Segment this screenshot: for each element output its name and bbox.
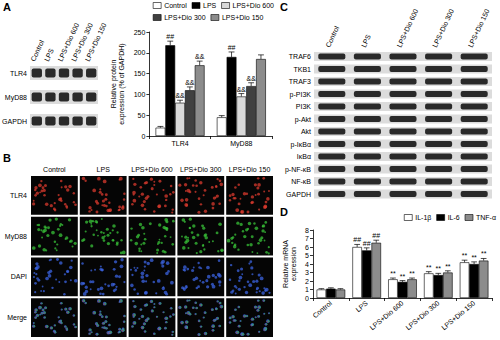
svg-text:3: 3 bbox=[305, 269, 309, 276]
svg-text:4: 4 bbox=[305, 261, 309, 268]
svg-text:**: ** bbox=[445, 263, 451, 270]
html-text:A: A bbox=[3, 1, 11, 13]
svg-text:Control: Control bbox=[43, 166, 66, 173]
svg-text:TRAF6: TRAF6 bbox=[289, 53, 311, 60]
svg-text:expression: expression bbox=[290, 247, 298, 281]
svg-text:LPS+Dio 600: LPS+Dio 600 bbox=[131, 166, 173, 173]
svg-text:LPS+Dio 600: LPS+Dio 600 bbox=[56, 21, 81, 63]
svg-text:PI3K: PI3K bbox=[296, 103, 312, 110]
svg-text:7: 7 bbox=[305, 235, 309, 242]
svg-text:LPS+Dio 150: LPS+Dio 150 bbox=[467, 8, 491, 49]
svg-text:LPS+Dio 300: LPS+Dio 300 bbox=[180, 166, 222, 173]
svg-text:LPS+Dio 300: LPS+Dio 300 bbox=[164, 14, 206, 21]
svg-text:**: ** bbox=[481, 250, 487, 257]
svg-text:&&: && bbox=[246, 75, 256, 82]
svg-text:0: 0 bbox=[141, 133, 145, 140]
svg-text:LPS: LPS bbox=[97, 166, 111, 173]
svg-text:**: ** bbox=[400, 273, 406, 280]
svg-text:TKB1: TKB1 bbox=[293, 66, 311, 73]
svg-text:LPS+Dio 600: LPS+Dio 600 bbox=[396, 8, 420, 49]
html-text:B: B bbox=[3, 152, 11, 164]
svg-text:&&: && bbox=[237, 86, 247, 93]
svg-text:LPS+Dio 600: LPS+Dio 600 bbox=[368, 299, 404, 331]
svg-text:**: ** bbox=[390, 270, 396, 277]
svg-text:expression (% of GAPDH): expression (% of GAPDH) bbox=[118, 43, 126, 124]
svg-text:LPS+Dio 150: LPS+Dio 150 bbox=[229, 166, 271, 173]
svg-text:&&: && bbox=[185, 79, 195, 86]
svg-text:LPS+Dio 600: LPS+Dio 600 bbox=[233, 2, 275, 9]
svg-text:##: ## bbox=[353, 236, 361, 243]
svg-text:**: ** bbox=[462, 252, 468, 259]
svg-text:GAPDH: GAPDH bbox=[2, 118, 27, 125]
svg-text:TLR4: TLR4 bbox=[10, 192, 27, 199]
svg-text:&&: && bbox=[195, 53, 205, 60]
svg-text:50: 50 bbox=[138, 112, 146, 119]
svg-text:LPS+Dio 300: LPS+Dio 300 bbox=[70, 21, 94, 63]
svg-text:LPS+Dio 300: LPS+Dio 300 bbox=[404, 299, 440, 331]
svg-text:DAPI: DAPI bbox=[11, 273, 27, 280]
svg-text:Relative protein: Relative protein bbox=[110, 60, 118, 109]
svg-text:8: 8 bbox=[305, 227, 309, 234]
svg-text:**: ** bbox=[471, 254, 477, 261]
html-text:C: C bbox=[280, 1, 288, 13]
svg-text:TNF-α: TNF-α bbox=[476, 214, 496, 221]
svg-text:LPS: LPS bbox=[43, 47, 55, 62]
svg-text:LPS: LPS bbox=[203, 2, 217, 9]
svg-text:TRAF3: TRAF3 bbox=[289, 78, 311, 85]
svg-text:TLR4: TLR4 bbox=[10, 70, 27, 77]
svg-text:LPS: LPS bbox=[360, 33, 372, 48]
svg-text:&&: && bbox=[175, 92, 185, 99]
svg-text:Control: Control bbox=[311, 299, 333, 319]
svg-text:Control: Control bbox=[324, 25, 340, 49]
html-text:D: D bbox=[280, 206, 288, 218]
svg-text:##: ## bbox=[372, 232, 380, 239]
svg-text:NF-κB: NF-κB bbox=[291, 178, 311, 185]
svg-text:LPS+Dio 150: LPS+Dio 150 bbox=[84, 22, 108, 63]
svg-text:200: 200 bbox=[134, 49, 146, 56]
svg-text:GAPDH: GAPDH bbox=[286, 191, 311, 198]
svg-text:6: 6 bbox=[305, 244, 309, 251]
svg-text:##: ## bbox=[166, 33, 174, 40]
svg-text:**: ** bbox=[426, 264, 432, 271]
svg-text:p-PI3K: p-PI3K bbox=[290, 91, 312, 99]
svg-text:IL-6: IL-6 bbox=[448, 214, 460, 221]
svg-text:LPS+Dio 150: LPS+Dio 150 bbox=[222, 14, 264, 21]
svg-text:IL-1β: IL-1β bbox=[415, 214, 431, 222]
svg-text:p-Akt: p-Akt bbox=[295, 116, 311, 124]
svg-text:5: 5 bbox=[305, 252, 309, 259]
svg-text:Control: Control bbox=[164, 2, 187, 9]
svg-text:Akt: Akt bbox=[301, 128, 311, 135]
svg-text:Relative mRNA: Relative mRNA bbox=[282, 240, 289, 288]
svg-text:IκBα: IκBα bbox=[297, 153, 311, 160]
svg-text:Merge: Merge bbox=[7, 314, 27, 322]
svg-text:100: 100 bbox=[134, 91, 146, 98]
svg-text:LPS+Dio 150: LPS+Dio 150 bbox=[440, 299, 476, 331]
svg-text:p-IκBα: p-IκBα bbox=[291, 141, 311, 149]
svg-text:MyD88: MyD88 bbox=[5, 233, 27, 241]
svg-text:LPS: LPS bbox=[354, 299, 369, 313]
svg-text:##: ## bbox=[228, 44, 236, 51]
svg-text:2: 2 bbox=[305, 278, 309, 285]
svg-text:Control: Control bbox=[29, 39, 46, 63]
svg-text:1: 1 bbox=[305, 286, 309, 293]
svg-text:p-NF-κB: p-NF-κB bbox=[285, 166, 311, 174]
svg-text:**: ** bbox=[409, 270, 415, 277]
svg-text:MyD88: MyD88 bbox=[5, 94, 27, 102]
svg-text:##: ## bbox=[363, 240, 371, 247]
svg-text:0: 0 bbox=[305, 295, 309, 302]
svg-text:MyD88: MyD88 bbox=[230, 140, 252, 148]
svg-text:150: 150 bbox=[134, 70, 146, 77]
svg-text:LPS+Dio 300: LPS+Dio 300 bbox=[431, 8, 455, 49]
svg-text:**: ** bbox=[436, 265, 442, 272]
svg-text:250: 250 bbox=[134, 29, 146, 36]
svg-text:TLR4: TLR4 bbox=[171, 140, 188, 147]
